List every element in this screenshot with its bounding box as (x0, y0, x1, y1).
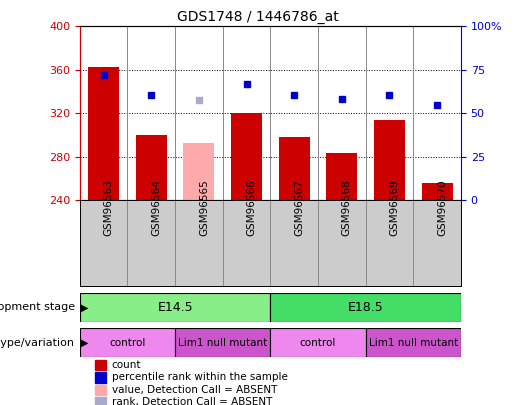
Text: E18.5: E18.5 (348, 301, 384, 314)
Bar (327, 153, 357, 200)
Text: genotype/variation: genotype/variation (0, 338, 75, 347)
Text: control: control (300, 338, 336, 347)
Text: ▶: ▶ (81, 338, 89, 347)
Text: GSM96563: GSM96563 (104, 179, 114, 236)
Bar (80, 293, 270, 322)
Text: ▶: ▶ (81, 303, 89, 312)
Text: GSM96567: GSM96567 (294, 179, 304, 236)
Text: GSM96565: GSM96565 (199, 179, 209, 236)
Bar (279, 137, 310, 200)
Bar (270, 328, 366, 357)
Text: development stage: development stage (0, 303, 75, 312)
Bar (183, 143, 214, 200)
Text: GSM96570: GSM96570 (437, 179, 447, 236)
Text: Lim1 null mutant: Lim1 null mutant (178, 338, 267, 347)
Bar (88, 66, 119, 200)
Text: rank, Detection Call = ABSENT: rank, Detection Call = ABSENT (112, 397, 272, 405)
Text: GSM96569: GSM96569 (389, 179, 400, 236)
Bar (231, 113, 262, 200)
Bar (136, 135, 167, 200)
Text: E14.5: E14.5 (157, 301, 193, 314)
Text: Lim1 null mutant: Lim1 null mutant (369, 338, 458, 347)
Bar (175, 328, 270, 357)
Text: count: count (112, 360, 141, 370)
Bar (366, 328, 461, 357)
Text: GDS1748 / 1446786_at: GDS1748 / 1446786_at (177, 10, 338, 24)
Text: GSM96564: GSM96564 (151, 179, 161, 236)
Text: GSM96566: GSM96566 (247, 179, 256, 236)
Text: control: control (109, 338, 146, 347)
Bar (374, 120, 405, 200)
Text: percentile rank within the sample: percentile rank within the sample (112, 373, 288, 382)
Text: value, Detection Call = ABSENT: value, Detection Call = ABSENT (112, 385, 277, 394)
Bar (270, 293, 461, 322)
Bar (422, 183, 453, 200)
Text: GSM96568: GSM96568 (342, 179, 352, 236)
Bar (80, 328, 175, 357)
